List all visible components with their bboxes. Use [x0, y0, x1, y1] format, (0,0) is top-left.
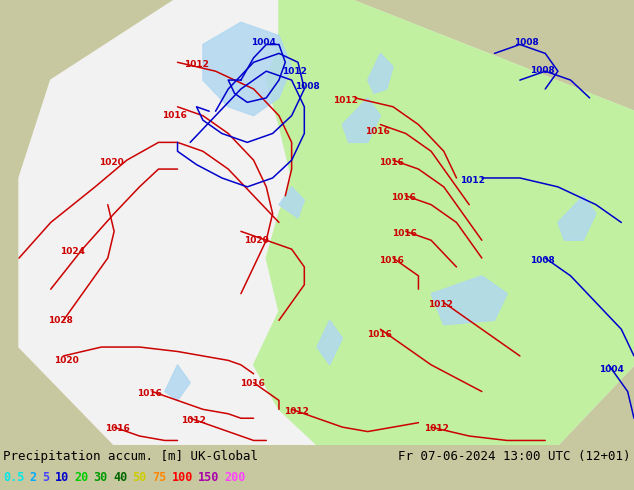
Text: 1028: 1028	[48, 316, 73, 325]
Text: 1008: 1008	[529, 66, 555, 75]
Text: 40: 40	[113, 471, 127, 484]
Text: 30: 30	[93, 471, 108, 484]
Text: 1012: 1012	[181, 416, 206, 425]
Text: 1020: 1020	[98, 158, 124, 167]
Polygon shape	[19, 0, 634, 445]
Text: 1016: 1016	[391, 194, 417, 202]
Text: 1016: 1016	[366, 330, 392, 339]
Text: 5: 5	[42, 471, 49, 484]
Text: 1012: 1012	[460, 176, 485, 185]
Text: 75: 75	[152, 471, 166, 484]
Text: 1008: 1008	[529, 256, 555, 265]
Text: 1004: 1004	[599, 365, 624, 374]
Polygon shape	[203, 22, 292, 116]
Text: 1016: 1016	[365, 127, 390, 136]
Text: 1012: 1012	[424, 423, 449, 433]
Polygon shape	[279, 187, 304, 218]
Text: 1012: 1012	[184, 60, 209, 69]
Text: 1008: 1008	[514, 38, 539, 47]
Polygon shape	[342, 98, 380, 143]
Text: Fr 07-06-2024 13:00 UTC (12+01): Fr 07-06-2024 13:00 UTC (12+01)	[399, 450, 631, 463]
Text: 20: 20	[74, 471, 88, 484]
Polygon shape	[558, 196, 596, 240]
Text: 2: 2	[30, 471, 37, 484]
Text: 10: 10	[55, 471, 68, 484]
Text: 1004: 1004	[250, 38, 276, 47]
Polygon shape	[317, 320, 342, 365]
Text: 50: 50	[133, 471, 146, 484]
Text: 1020: 1020	[244, 236, 269, 245]
Polygon shape	[254, 0, 634, 445]
Text: 100: 100	[172, 471, 193, 484]
Polygon shape	[431, 276, 507, 325]
Text: 1008: 1008	[295, 82, 320, 91]
Text: 1016: 1016	[378, 158, 404, 167]
Text: 1016: 1016	[162, 111, 187, 120]
Text: 150: 150	[198, 471, 219, 484]
Text: 1012: 1012	[282, 67, 307, 75]
Text: 1016: 1016	[240, 379, 265, 388]
Text: 1016: 1016	[392, 229, 417, 238]
Text: 1016: 1016	[136, 389, 162, 398]
Text: Precipitation accum. [m] UK-Global: Precipitation accum. [m] UK-Global	[3, 450, 258, 463]
Text: 1012: 1012	[283, 407, 309, 416]
Text: 1012: 1012	[333, 96, 358, 104]
Text: 1016: 1016	[105, 423, 130, 433]
Text: 200: 200	[224, 471, 246, 484]
Text: 1024: 1024	[60, 247, 86, 256]
Text: 1020: 1020	[54, 356, 79, 365]
Polygon shape	[165, 365, 190, 400]
Text: 1012: 1012	[428, 300, 453, 309]
Text: 1016: 1016	[378, 256, 404, 265]
Polygon shape	[368, 53, 393, 94]
Text: 0.5: 0.5	[3, 471, 24, 484]
